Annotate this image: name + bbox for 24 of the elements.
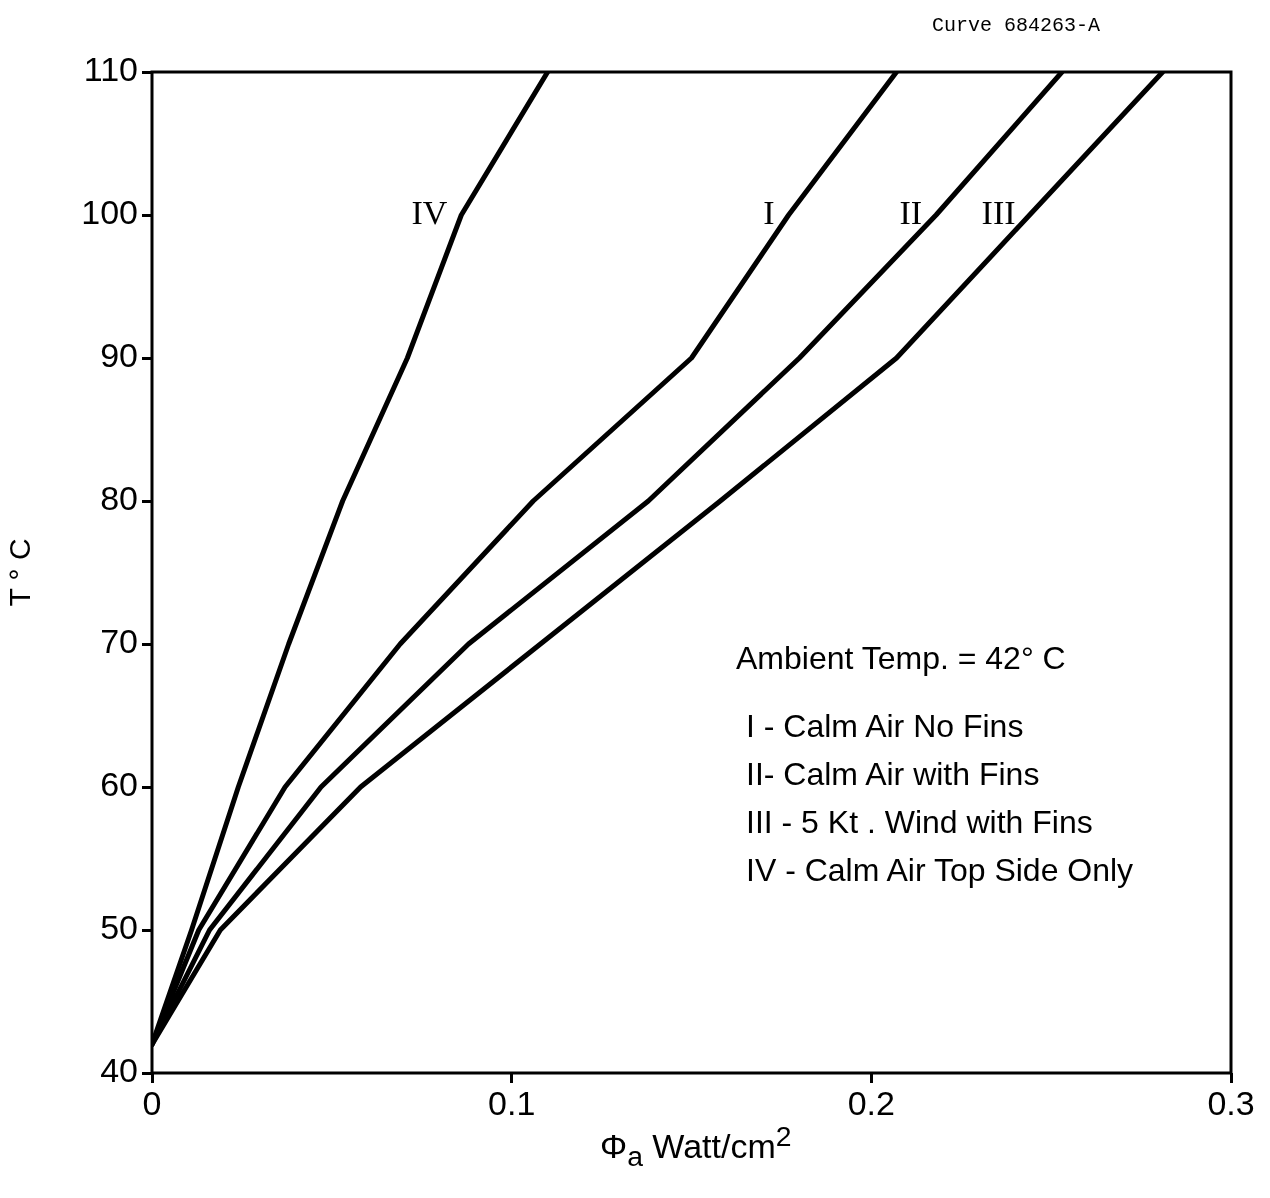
y-tick-label: 40	[100, 1051, 138, 1090]
y-tick-label: 110	[83, 50, 138, 89]
y-tick-label: 60	[100, 765, 138, 804]
y-tick-label: 70	[100, 622, 138, 661]
series-label: IV	[411, 193, 448, 231]
annotation: Ambient Temp. = 42° C	[736, 640, 1066, 677]
x-axis-title: Φ$_{a}$ Watt/cm$^{2}$	[600, 1120, 792, 1174]
series-label: I	[763, 193, 775, 231]
series-label: III	[981, 193, 1016, 231]
text: Curve 684263-A	[931, 14, 1100, 37]
series-label: II	[899, 193, 923, 231]
annotation: II- Calm Air with Fins	[746, 756, 1040, 793]
y-tick-label: 80	[100, 479, 138, 518]
x-tick-label: 0.3	[1207, 1083, 1255, 1122]
y-tick-label: 50	[100, 908, 138, 947]
y-tick-label: 90	[100, 336, 138, 375]
x-tick-label: 0	[142, 1083, 162, 1122]
annotation: I - Calm Air No Fins	[746, 708, 1024, 745]
y-axis-title: T ° C	[3, 538, 37, 607]
x-tick-label: 0.1	[488, 1083, 536, 1122]
x-tick-label: 0.2	[847, 1083, 895, 1122]
annotation: IV - Calm Air Top Side Only	[746, 852, 1134, 889]
annotation: III - 5 Kt . Wind with Fins	[746, 804, 1093, 841]
y-tick-label: 100	[81, 193, 138, 232]
